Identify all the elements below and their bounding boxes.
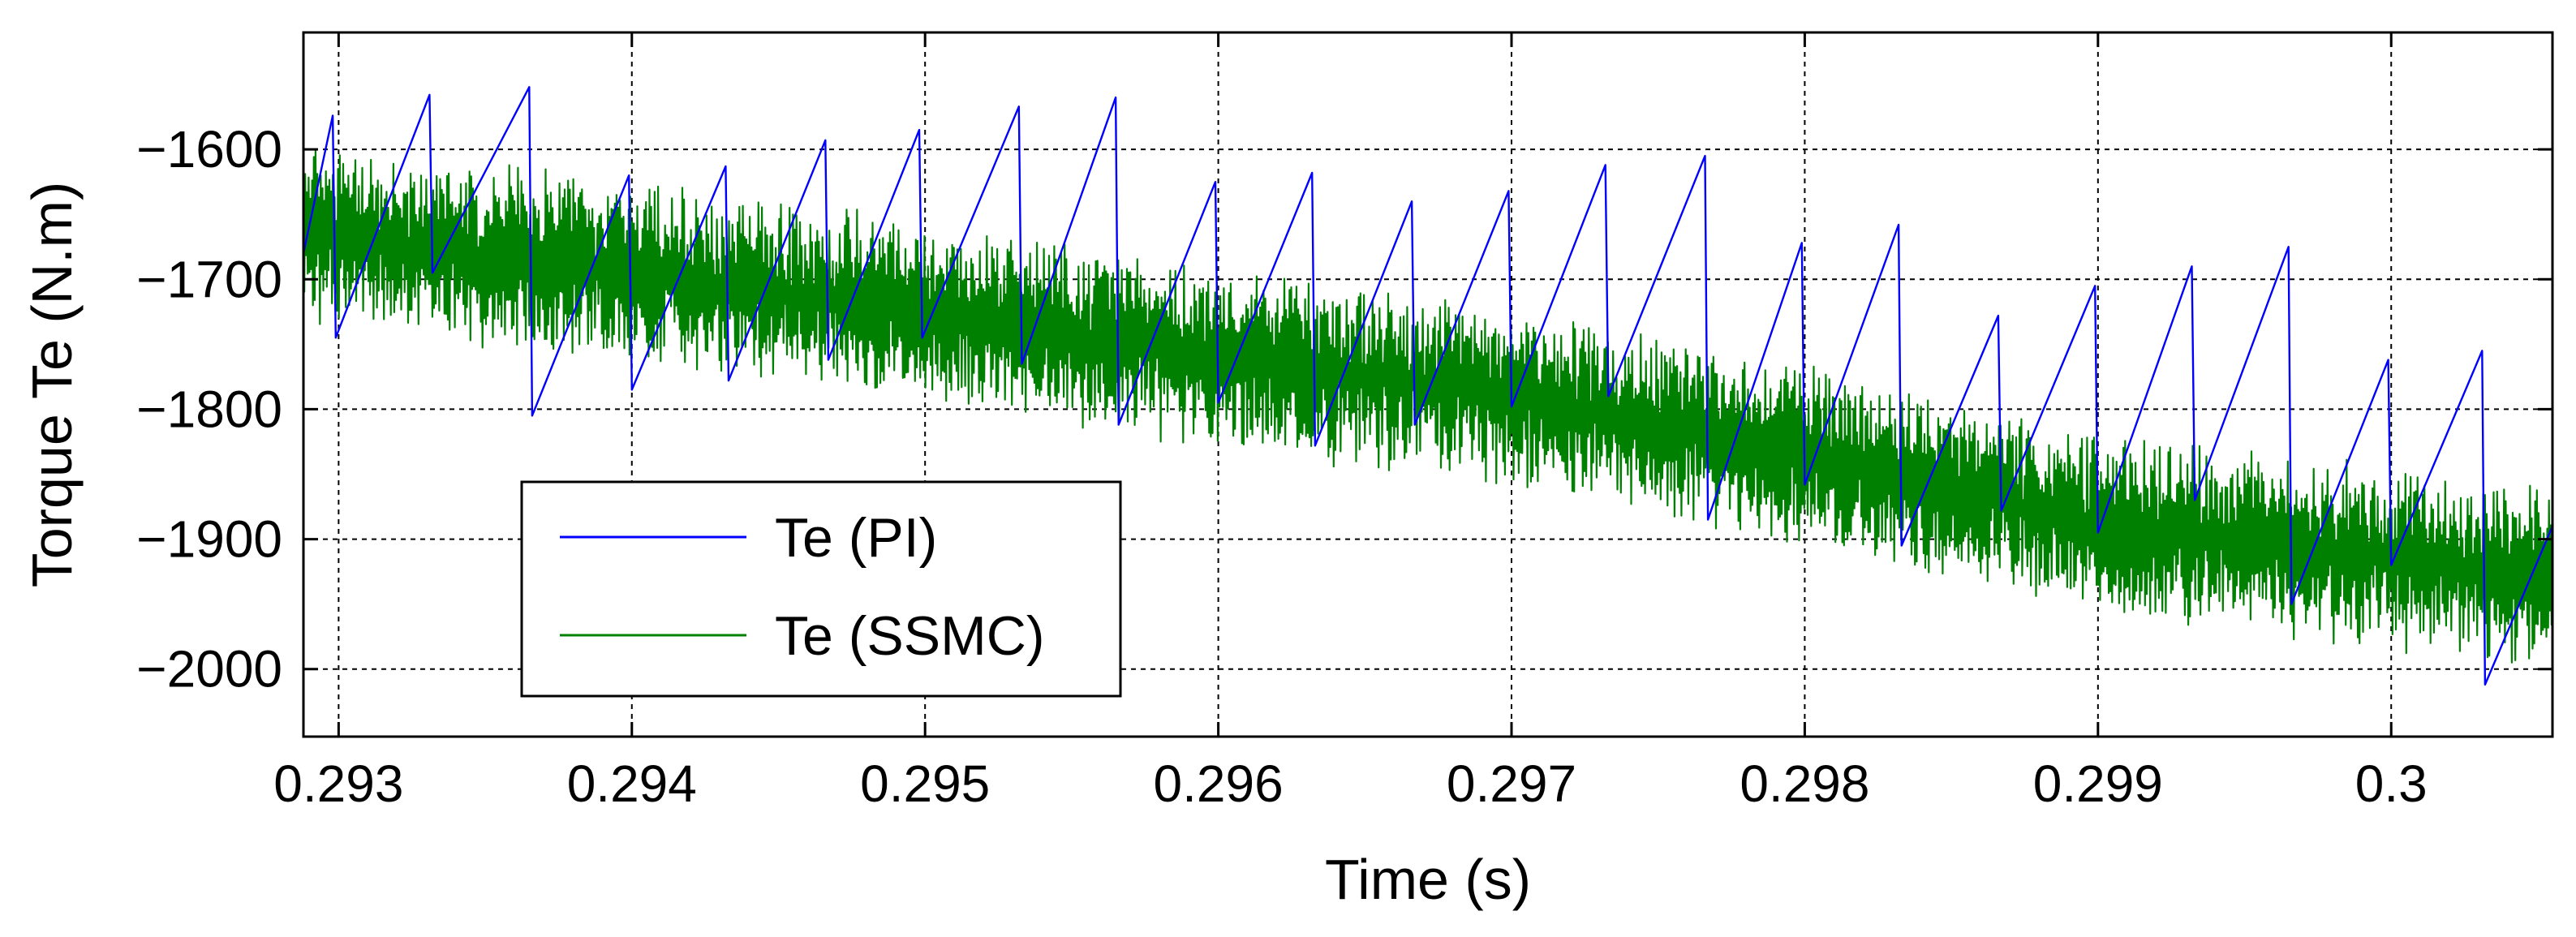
x-tick-label: 0.3 [2355,754,2428,813]
y-tick-label: −1700 [136,250,282,308]
y-axis-label: Torque Te (N.m) [20,182,84,588]
tick-layer: 0.293 0.294 0.295 0.296 0.297 0.298 0.299 0.3 −1… [136,32,2552,813]
x-axis-label: Time (s) [1325,848,1531,911]
y-tick-label: −1900 [136,510,282,569]
legend-label-pi: Te (PI) [775,507,937,569]
x-tick-label: 0.293 [273,754,403,813]
legend: Te (PI) Te (SSMC) [520,480,1122,698]
legend-box [520,480,1122,698]
legend-label-ssmc: Te (SSMC) [775,605,1044,667]
x-tick-label: 0.296 [1154,754,1284,813]
x-tick-label: 0.298 [1740,754,1869,813]
series-line-te-ssmc [303,148,2552,664]
x-tick-label: 0.295 [860,754,990,813]
x-tick-label: 0.299 [2033,754,2163,813]
y-tick-label: −1800 [136,380,282,438]
y-tick-label: −2000 [136,640,282,698]
label-layer: Time (s) Torque Te (N.m) [20,182,1531,911]
x-tick-label: 0.297 [1447,754,1576,813]
x-tick-label: 0.294 [567,754,697,813]
plot-layer [303,86,2552,686]
y-tick-label: −1600 [136,120,282,178]
series-line-te-pi [303,86,2552,686]
plot-frame [302,31,2554,738]
